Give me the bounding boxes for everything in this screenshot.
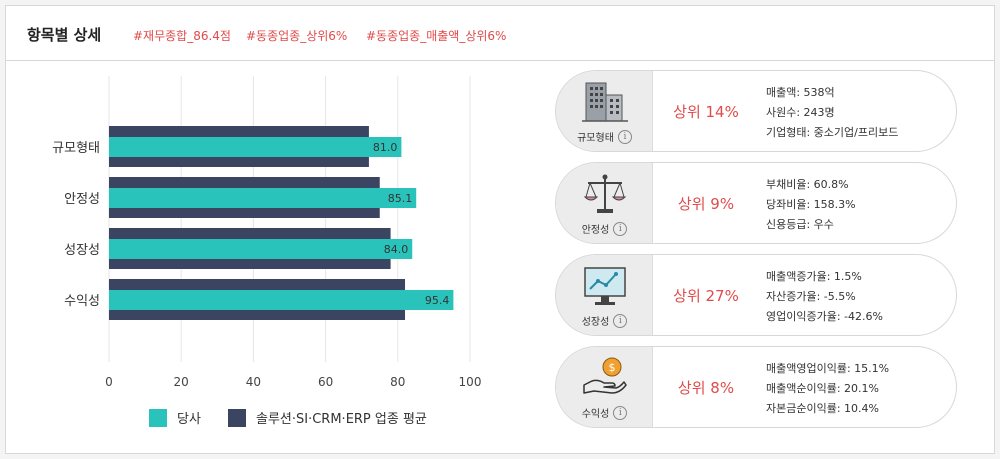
data-label: 84.0 [384,243,409,256]
panel-header: 항목별 상세 #재무종합_86.4점 #동종업종_상위6% #동종업종_매출액_… [6,6,994,61]
tag-financial-score[interactable]: #재무종합_86.4점 [133,29,231,43]
x-tick-label: 100 [459,375,482,389]
card-profitability: $ 수익성 i 상위 8% 매출액영업이익률: 15.1% 매출액순이익률: 20… [555,346,957,428]
detail-panel: 항목별 상세 #재무종합_86.4점 #동종업종_상위6% #동종업종_매출액_… [5,5,995,454]
bar-company [109,290,454,310]
hand-coin-icon: $ [583,357,627,394]
x-tick-label: 60 [318,375,333,389]
legend-company-label: 당사 [177,412,201,427]
category-label: 수익성 [64,294,100,309]
info-icon[interactable]: i [613,313,628,328]
card-stability-rank: 상위 9% [677,195,735,213]
card-growth-name: 성장성 i [556,313,653,328]
bar-company [109,137,402,157]
x-tick-label: 20 [174,375,189,389]
monitor-chart-icon [584,267,626,305]
data-label: 85.1 [388,192,413,205]
detail-line: 매출액증가율: 1.5% [766,270,862,283]
bar-company [109,239,413,259]
detail-line: 매출액: 538억 [766,86,835,99]
detail-line: 기업형태: 중소기업/프리보드 [766,126,899,139]
card-stability-details: 부채비율: 60.8% 당좌비율: 158.3% 신용등급: 우수 [766,175,856,235]
legend-average-swatch [228,408,246,427]
panel-title: 항목별 상세 [27,26,102,44]
card-profitability-rank: 상위 8% [677,379,735,397]
detail-line: 영업이익증가율: -42.6% [766,310,883,323]
detail-line: 자본금순이익률: 10.4% [766,402,879,415]
legend-average: 솔루션·SI·CRM·ERP 업종 평균 [228,408,427,427]
detail-line: 매출액순이익률: 20.1% [766,382,879,395]
bar-company [109,188,417,208]
detail-line: 자산증가율: -5.5% [766,290,856,303]
card-size-name: 규모형태 i [556,129,653,144]
card-size-details: 매출액: 538억 사원수: 243명 기업형태: 중소기업/프리보드 [766,83,898,143]
card-size-label-area: 규모형태 i [556,71,653,151]
card-growth-rank: 상위 27% [673,287,739,305]
card-profitability-label-area: $ 수익성 i [556,347,653,427]
category-label: 규모형태 [52,141,100,156]
category-label: 안정성 [64,192,100,207]
tag-industry-rank[interactable]: #동종업종_상위6% [246,29,348,43]
building-icon [582,82,628,122]
legend-company: 당사 [149,408,201,427]
legend-average-label: 솔루션·SI·CRM·ERP 업종 평균 [256,412,427,427]
info-icon[interactable]: i [613,405,628,420]
detail-line: 사원수: 243명 [766,106,835,119]
card-size: 규모형태 i 상위 14% 매출액: 538억 사원수: 243명 기업형태: 중… [555,70,957,152]
card-stability-label-area: 안정성 i [556,163,653,243]
scale-icon [583,174,627,213]
x-tick-label: 0 [105,375,113,389]
svg-text:$: $ [609,361,616,374]
x-tick-label: 40 [246,375,261,389]
info-icon[interactable]: i [617,129,632,144]
tag-industry-sales-rank[interactable]: #동종업종_매출액_상위6% [366,29,507,43]
category-label: 성장성 [64,243,100,258]
card-stability: 안정성 i 상위 9% 부채비율: 60.8% 당좌비율: 158.3% 신용등급… [555,162,957,244]
legend-company-swatch [149,408,167,427]
card-stability-name: 안정성 i [556,221,653,236]
bar-chart: 0 20 40 60 80 100 81.0 규모형태 85.1 안정성 84.0 성장성 95.4 수익… [52,76,482,389]
card-size-rank: 상위 14% [673,103,739,121]
card-growth: 성장성 i 상위 27% 매출액증가율: 1.5% 자산증가율: -5.5% 영업… [555,254,957,336]
card-profitability-details: 매출액영업이익률: 15.1% 매출액순이익률: 20.1% 자본금순이익률: … [766,359,889,419]
card-growth-details: 매출액증가율: 1.5% 자산증가율: -5.5% 영업이익증가율: -42.6… [766,267,883,327]
data-label: 81.0 [373,141,398,154]
detail-line: 매출액영업이익률: 15.1% [766,362,890,375]
detail-line: 부채비율: 60.8% [766,178,849,191]
card-growth-label-area: 성장성 i [556,255,653,335]
detail-line: 당좌비율: 158.3% [766,198,856,211]
info-icon[interactable]: i [613,221,628,236]
detail-line: 신용등급: 우수 [766,218,834,231]
data-label: 95.4 [425,294,450,307]
card-profitability-name: 수익성 i [556,405,653,420]
x-tick-label: 80 [390,375,405,389]
